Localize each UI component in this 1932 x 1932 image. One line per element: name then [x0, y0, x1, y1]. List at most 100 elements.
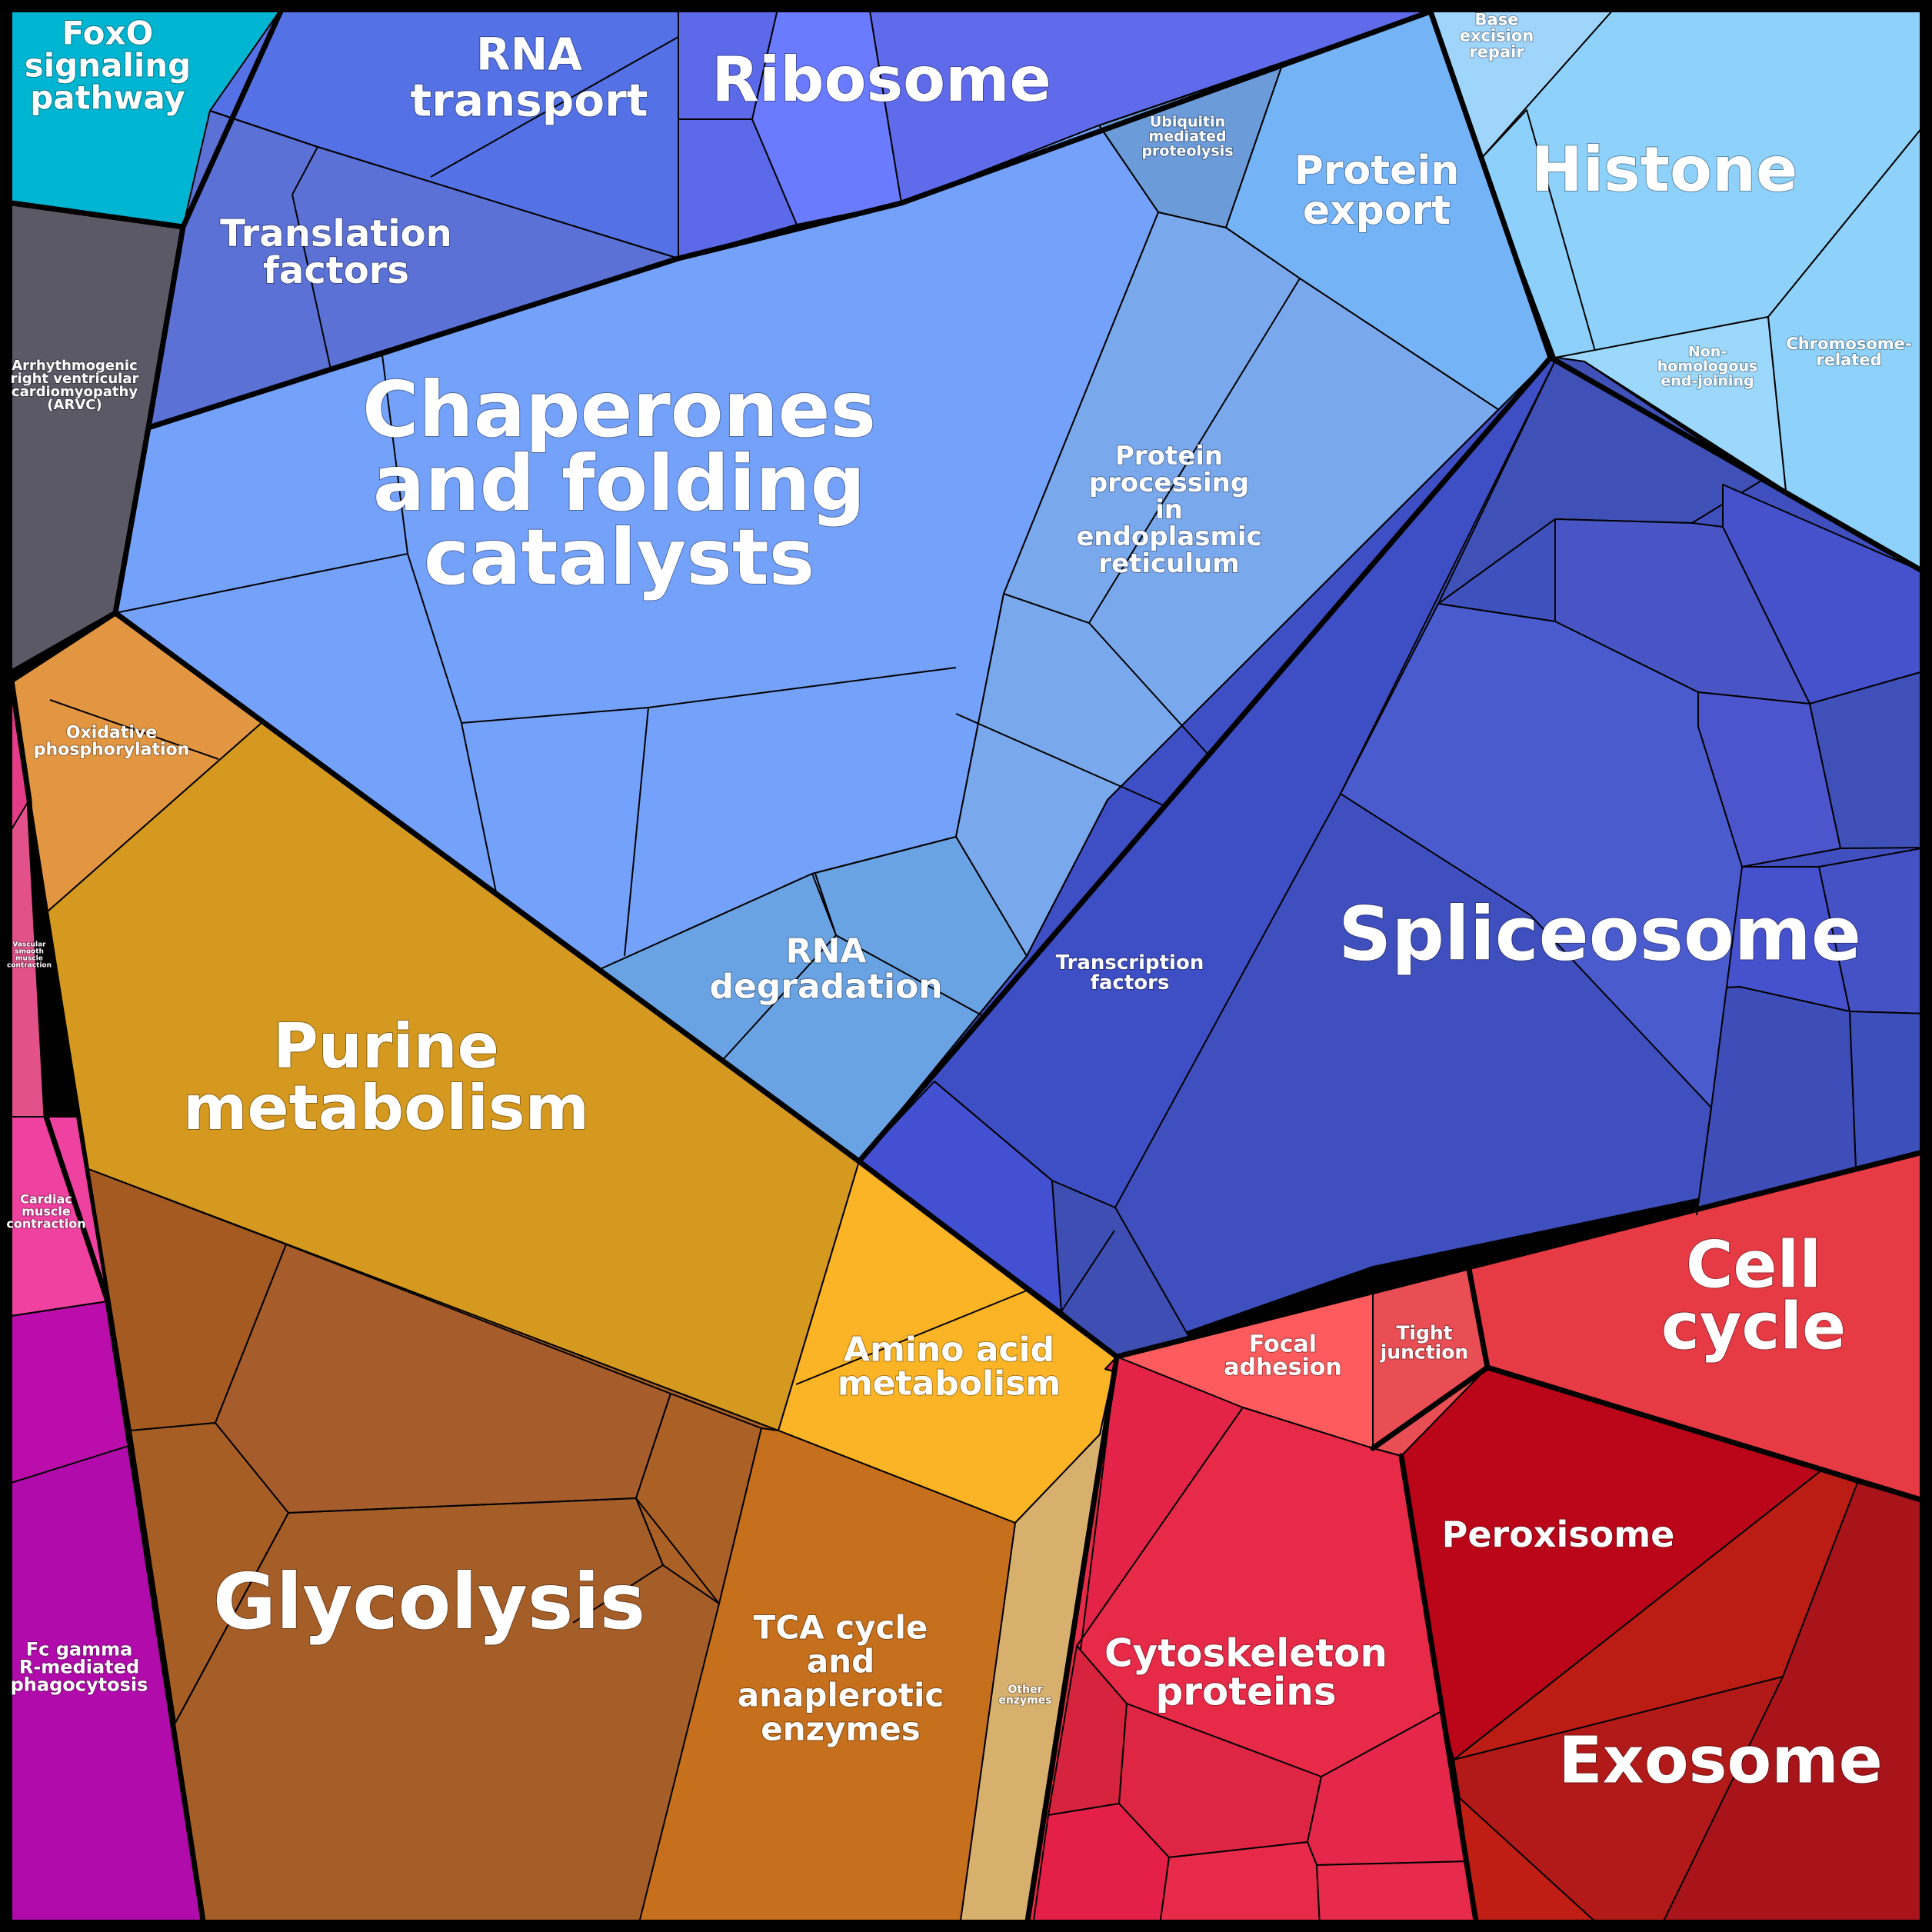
labels-layer: FoxO signaling pathway RNA transport Riboso… — [5, 9, 1912, 1798]
label-exosome-line: Exosome — [1558, 1722, 1882, 1797]
label-cardiac-line: contraction — [6, 1217, 85, 1231]
label-cardiac-line: Cardiac — [20, 1192, 72, 1207]
label-vascular-line: Vascular — [12, 941, 46, 949]
label-arvc-line: (ARVC) — [47, 397, 102, 413]
label-chaperones-line: and folding — [373, 438, 865, 528]
label-chromosome-line: Chromosome- — [1786, 335, 1911, 353]
label-amino-acid: Amino acid metabolism — [838, 1330, 1061, 1403]
label-arvc-line: cardiomyopathy — [12, 384, 138, 400]
label-cytoskeleton-line: Cytoskeleton — [1104, 1631, 1387, 1676]
label-cytoskeleton: Cytoskeleton proteins — [1104, 1631, 1387, 1714]
label-rna-transport: RNA transport — [411, 28, 648, 126]
label-oxphos-line: phosphorylation — [34, 741, 190, 760]
label-focal-adhesion-line: adhesion — [1224, 1354, 1342, 1381]
label-fc-gamma: Fc gamma R-mediated phagocytosis — [11, 1638, 148, 1695]
label-fc-gamma-line: Fc gamma — [26, 1638, 133, 1660]
label-tca-line: anaplerotic — [738, 1677, 944, 1714]
label-protein-processing-line: endoplasmic — [1076, 521, 1261, 552]
label-protein-export-line: Protein — [1294, 148, 1459, 194]
label-spliceosome: Spliceosome — [1338, 891, 1861, 978]
label-transcription-factors-line: Transcription — [1056, 951, 1204, 974]
label-ribosome: Ribosome — [711, 44, 1051, 115]
cell-splice-sub9[interactable] — [1849, 1011, 1927, 1168]
label-cell-cycle-line: cycle — [1661, 1288, 1846, 1364]
label-rna-degradation: RNA degradation — [709, 931, 942, 1006]
label-nhej: Non-homologous end-joining — [1657, 344, 1758, 390]
label-oxphos: Oxidative phosphorylation — [34, 724, 190, 760]
label-glycolysis-line: Glycolysis — [213, 1557, 645, 1647]
label-translation-factors-line: factors — [263, 249, 409, 292]
label-nhej-line: homologous — [1657, 358, 1758, 375]
label-ubiquitin-line: proteolysis — [1141, 143, 1233, 160]
label-spliceosome-line: Spliceosome — [1338, 891, 1861, 978]
label-glycolysis: Glycolysis — [213, 1557, 645, 1647]
label-purine-line: metabolism — [183, 1072, 589, 1144]
label-foxo: FoxO signaling pathway — [25, 15, 191, 117]
label-foxo-line: FoxO — [62, 15, 154, 52]
label-base-excision: Base excision repair — [1460, 10, 1534, 61]
label-other-enzymes-line: Other — [1008, 1684, 1043, 1696]
label-translation-factors: Translation factors — [220, 212, 452, 292]
label-focal-adhesion: Focal adhesion — [1224, 1331, 1342, 1381]
label-tight-junction: Tight junction — [1380, 1321, 1468, 1363]
label-chromosome: Chromosome-related — [1786, 335, 1911, 369]
label-protein-export: Protein export — [1294, 148, 1459, 234]
label-protein-processing-line: Protein — [1115, 441, 1223, 471]
label-vascular-line: smooth — [15, 948, 44, 956]
cells-layer — [5, 5, 1927, 1927]
label-ubiquitin-line: Ubiquitin — [1150, 114, 1225, 131]
label-cytoskeleton-line: proteins — [1155, 1670, 1336, 1714]
label-vascular-line: contraction — [7, 962, 52, 970]
label-foxo-line: pathway — [30, 79, 185, 117]
label-ubiquitin-line: mediated — [1148, 128, 1226, 145]
label-protein-processing-line: processing — [1089, 468, 1249, 498]
label-tight-junction-line: Tight — [1396, 1321, 1452, 1344]
label-ubiquitin: Ubiquitin mediated proteolysis — [1141, 114, 1233, 160]
cell-splice-mid[interactable] — [1340, 603, 1743, 1108]
label-transcription-factors-line: factors — [1091, 971, 1170, 994]
label-peroxisome: Peroxisome — [1442, 1514, 1675, 1555]
label-rna-degradation-line: RNA — [786, 931, 867, 971]
label-protein-export-line: export — [1303, 188, 1451, 234]
label-tight-junction-line: junction — [1380, 1341, 1468, 1363]
label-translation-factors-line: Translation — [220, 212, 452, 255]
label-chaperones-line: Chaperones — [362, 365, 876, 455]
label-arvc: Arrhythmogenic right ventricular cardiomyo… — [11, 358, 139, 413]
label-nhej-line: Non- — [1688, 344, 1727, 361]
label-foxo-line: signaling — [25, 47, 191, 85]
cell-glycolysis-d[interactable] — [635, 1393, 762, 1604]
label-arvc-line: Arrhythmogenic — [12, 358, 138, 374]
label-tca-line: TCA cycle — [754, 1609, 928, 1647]
label-tca-line: and — [807, 1643, 874, 1681]
label-base-excision-line: repair — [1469, 42, 1524, 61]
label-rna-degradation-line: degradation — [709, 967, 942, 1006]
label-cardiac: Cardiac muscle contraction — [6, 1192, 85, 1231]
label-cell-cycle: Cell cycle — [1661, 1227, 1846, 1364]
label-histone: Histone — [1531, 134, 1797, 205]
label-chaperones-line: catalysts — [424, 512, 814, 602]
label-histone-line: Histone — [1531, 134, 1797, 205]
label-cell-cycle-line: Cell — [1686, 1227, 1821, 1302]
label-base-excision-line: Base — [1475, 10, 1519, 28]
label-protein-processing: Protein processing in endoplasmic reticulum — [1076, 441, 1261, 579]
label-vascular-line: muscle — [15, 955, 43, 963]
cell-cytoskeleton-g[interactable] — [1316, 1860, 1477, 1927]
label-arvc-line: right ventricular — [11, 371, 139, 387]
label-purine-line: Purine — [273, 1011, 499, 1082]
inner-lines — [6, 36, 1712, 1724]
label-tca: TCA cycle and anaplerotic enzymes — [738, 1609, 944, 1748]
label-ribosome-line: Ribosome — [711, 44, 1051, 115]
label-amino-acid-line: Amino acid — [844, 1330, 1054, 1369]
label-purine: Purine metabolism — [183, 1011, 589, 1144]
label-peroxisome-line: Peroxisome — [1442, 1514, 1675, 1555]
label-other-enzymes: Other enzymes — [998, 1684, 1051, 1707]
label-amino-acid-line: metabolism — [838, 1364, 1061, 1403]
label-vascular: Vascular smooth muscle contraction — [7, 941, 52, 970]
label-nhej-line: end-joining — [1661, 373, 1754, 390]
label-cardiac-line: muscle — [22, 1204, 71, 1219]
label-protein-processing-line: reticulum — [1098, 548, 1239, 579]
label-tca-line: enzymes — [761, 1710, 920, 1748]
label-rna-transport-line: transport — [411, 74, 648, 126]
label-base-excision-line: excision — [1460, 26, 1534, 45]
